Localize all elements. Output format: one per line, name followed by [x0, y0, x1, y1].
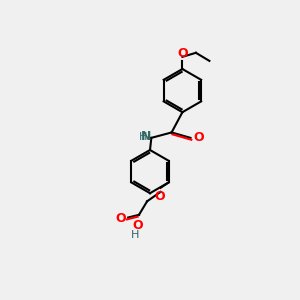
Text: O: O — [193, 131, 204, 144]
Text: O: O — [115, 212, 125, 225]
Text: O: O — [177, 46, 188, 59]
Text: H: H — [139, 131, 147, 142]
Text: O: O — [132, 219, 143, 232]
Text: H: H — [131, 230, 139, 240]
Text: N: N — [140, 130, 151, 143]
Text: O: O — [154, 190, 165, 203]
